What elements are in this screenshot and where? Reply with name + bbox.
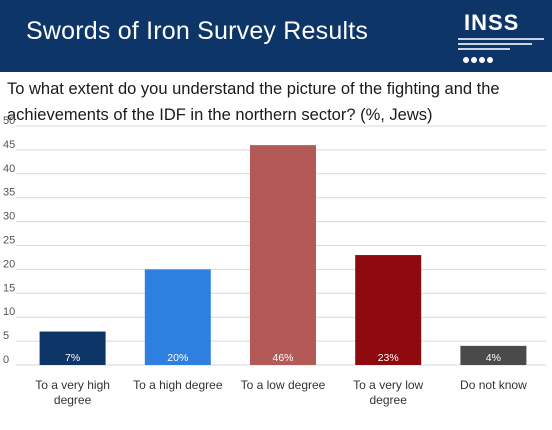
social-icons [463,57,493,63]
x-tick-label: To a high degree [133,378,223,392]
logo-wordmark: INSS [464,10,520,35]
x-tick-label-line: Do not know [460,378,527,392]
x-tick-label-line: degree [370,393,408,407]
data-label: 46% [272,352,293,364]
data-label: 4% [486,352,501,364]
x-tick-label-line: To a very low [353,378,423,392]
data-label: 23% [378,352,399,364]
bar [460,345,527,365]
y-tick-label: 20 [3,258,15,270]
y-tick-label: 5 [3,330,9,342]
x-tick-label-line: To a low degree [241,378,326,392]
x-tick-label: Do not know [460,378,527,392]
x-tick-label: To a low degree [241,378,326,392]
y-tick-label: 45 [3,139,15,151]
x-tick-label: To a very high degree [35,378,110,407]
x-tick-label-line: To a very high [35,378,110,392]
y-tick-label: 50 [3,115,15,127]
logo-lines [458,38,544,53]
inss-logo: INSS [458,10,544,66]
y-tick-label: 15 [3,282,15,294]
data-label: 20% [167,352,188,364]
y-tick-label: 0 [3,354,9,366]
bar [355,255,422,365]
data-label: 7% [65,352,80,364]
bar [39,331,106,365]
chart-title: To what extent do you understand the pic… [7,80,500,124]
bar [144,269,211,365]
y-tick-label: 10 [3,306,15,318]
x-tick-label: To a very low degree [353,378,423,407]
y-tick-label: 35 [3,187,15,199]
x-tick-label-line: To a high degree [133,378,223,392]
y-tick-label: 40 [3,163,15,175]
y-tick-label: 30 [3,211,15,223]
header-banner: Swords of Iron Survey Results INSS [0,0,552,72]
bar [250,145,316,365]
x-tick-label-line: degree [54,393,92,407]
page-title: Swords of Iron Survey Results [26,17,369,45]
y-tick-label: 25 [3,235,15,247]
